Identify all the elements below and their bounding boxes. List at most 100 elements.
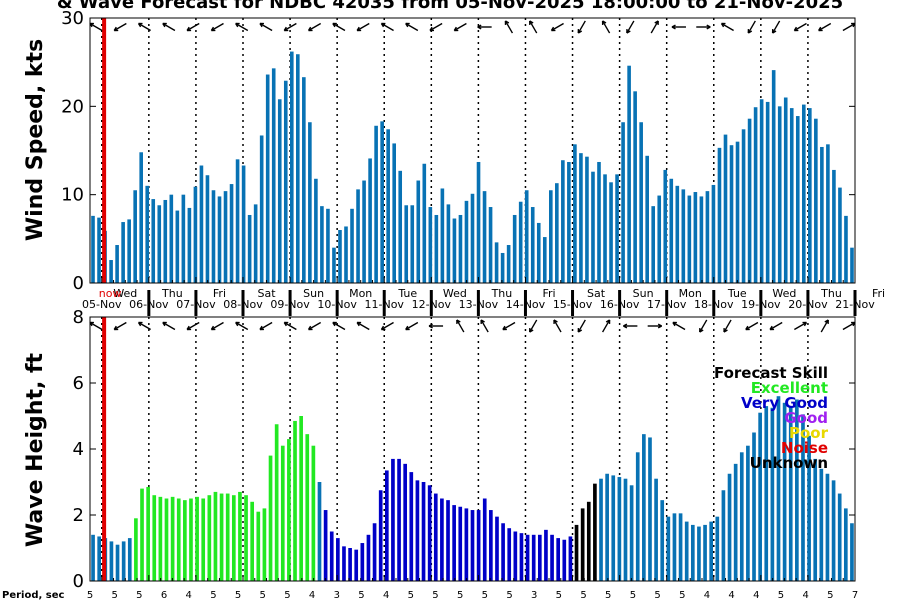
wind-bar xyxy=(151,199,156,283)
waves-bar xyxy=(562,539,567,581)
wind-bar xyxy=(302,77,306,284)
direction-arrow xyxy=(235,321,249,331)
period-value: 5 xyxy=(605,590,611,600)
waves-bar xyxy=(513,531,518,581)
waves-bar xyxy=(709,521,714,581)
wind-bar xyxy=(362,180,366,283)
period-value: 4 xyxy=(728,590,734,600)
waves-bar xyxy=(782,402,787,581)
waves-bar xyxy=(164,498,169,581)
day-labels: Wed05-NovThu06-NovFri07-NovSat08-NovSun0… xyxy=(82,287,885,316)
wind-bar xyxy=(500,252,505,283)
day-name-label: Sat xyxy=(258,287,277,300)
waves-bar xyxy=(268,455,273,581)
period-value: 4 xyxy=(704,590,710,600)
waves-bar xyxy=(495,516,499,581)
waves-bar xyxy=(605,473,609,581)
direction-arrow xyxy=(502,321,516,331)
y-tick-label: 6 xyxy=(73,373,84,394)
direction-arrow xyxy=(283,321,297,331)
wind-bar xyxy=(109,260,113,283)
direction-arrow xyxy=(380,22,394,32)
waves-bar xyxy=(140,488,144,581)
waves-bar xyxy=(97,536,102,581)
period-value: 5 xyxy=(630,590,636,600)
wind-bar xyxy=(699,196,704,283)
direction-arrow xyxy=(529,20,538,34)
direction-arrow xyxy=(820,319,829,333)
waves-bar xyxy=(795,399,799,581)
waves-bar xyxy=(672,513,677,581)
direction-arrow xyxy=(794,321,808,331)
waves-bar xyxy=(397,458,401,581)
waves-bar xyxy=(121,541,126,581)
wind-bar xyxy=(139,152,143,283)
direction-arrow xyxy=(504,20,514,34)
direction-arrow xyxy=(723,319,732,333)
direction-arrow xyxy=(259,22,273,32)
period-value: 5 xyxy=(136,590,142,600)
wind-bar xyxy=(404,205,409,283)
wind-bar xyxy=(687,195,692,283)
wind-bar xyxy=(567,161,571,283)
period-value: 5 xyxy=(556,590,562,600)
period-value: 5 xyxy=(457,590,463,600)
wind-bar xyxy=(380,121,384,283)
waves-bar xyxy=(201,498,206,581)
waves-bar xyxy=(213,491,218,581)
wind-bar xyxy=(157,205,162,283)
waves-bar xyxy=(134,518,138,581)
waves-bar xyxy=(850,523,854,581)
period-value: 6 xyxy=(161,590,167,600)
wind-bar xyxy=(795,116,800,283)
wind-bar xyxy=(838,187,842,283)
waves-bar xyxy=(507,528,512,581)
direction-arrow xyxy=(672,321,686,331)
waves-bar xyxy=(115,544,120,581)
waves-bar xyxy=(727,473,732,581)
direction-arrow xyxy=(113,22,127,32)
waves-bar xyxy=(501,523,505,581)
day-name-label: Wed xyxy=(443,287,467,300)
waves-bar xyxy=(489,510,493,581)
waves-bar xyxy=(482,498,487,581)
wind-bar xyxy=(820,146,824,283)
date-label: 05-Nov xyxy=(82,298,122,311)
direction-arrow xyxy=(210,321,224,331)
period-value: 5 xyxy=(260,590,266,600)
wind-bar xyxy=(615,174,619,283)
direction-arrow xyxy=(186,22,200,32)
day-name-label: Thu xyxy=(820,287,842,300)
direction-arrow xyxy=(283,22,297,32)
wind-bar xyxy=(193,186,198,283)
waves-bar xyxy=(458,506,463,581)
direction-arrow xyxy=(356,321,370,331)
wind-bar xyxy=(223,191,228,283)
wind-bar xyxy=(97,217,101,283)
wind-bar xyxy=(561,160,565,283)
waves-bar xyxy=(739,452,744,581)
waves-bar xyxy=(623,478,628,581)
waves-bar xyxy=(158,496,163,581)
wind-bar xyxy=(536,222,541,283)
wave-height-plot: 0 2 4 6 8 xyxy=(73,307,856,592)
wind-speed-plot: 0 10 20 30 xyxy=(61,8,856,294)
wind-bar xyxy=(771,70,776,284)
period-value: 5 xyxy=(210,590,216,600)
day-name-label: Mon xyxy=(349,287,372,300)
period-value: 5 xyxy=(778,590,784,600)
direction-arrow xyxy=(550,22,564,32)
wind-bar xyxy=(283,80,288,283)
waves-bar xyxy=(280,445,285,581)
wind-bar xyxy=(344,226,348,283)
period-value: 5 xyxy=(408,590,414,600)
waves-bar xyxy=(568,536,573,581)
wind-bar xyxy=(555,183,559,283)
wind-bar xyxy=(398,170,403,283)
waves-bar xyxy=(825,473,830,581)
day-name-label: Fri xyxy=(542,287,555,300)
wind-bar xyxy=(488,207,493,283)
waves-bar xyxy=(476,510,481,581)
